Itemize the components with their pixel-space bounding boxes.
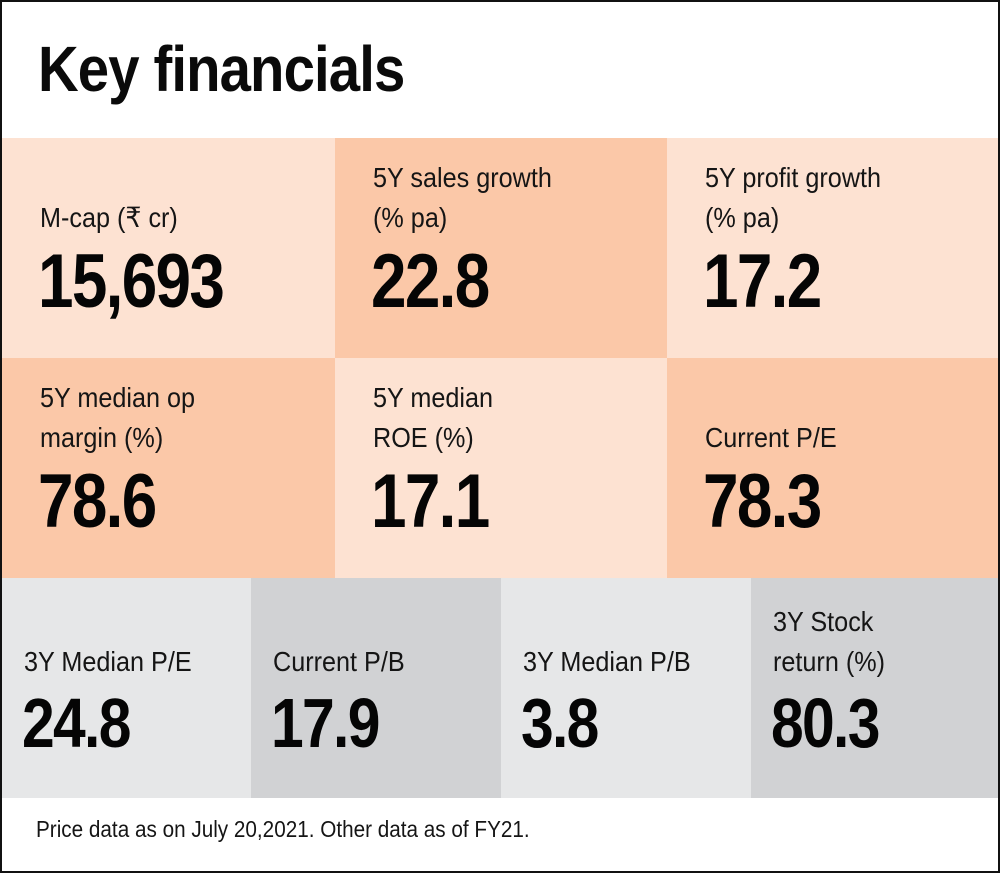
footnote: Price data as on July 20,2021. Other dat…: [36, 816, 530, 842]
metric-cell: 5Y sales growth (% pa) 22.8: [335, 138, 667, 358]
metric-label: Current P/E: [705, 422, 837, 453]
metric-cell: 3Y Median P/B 3.8: [501, 578, 751, 798]
metric-value: 24.8: [22, 684, 131, 762]
metric-cell: Current P/E 78.3: [667, 358, 998, 578]
metric-label: (% pa): [373, 202, 448, 233]
metric-label: ROE (%): [373, 422, 474, 453]
metric-value: 17.2: [703, 239, 822, 324]
metric-value: 78.6: [38, 459, 157, 544]
metric-label: Current P/B: [273, 646, 405, 677]
metric-label: 5Y median: [373, 382, 494, 413]
metric-value: 17.1: [371, 459, 490, 544]
metric-value: 15,693: [38, 239, 225, 324]
metric-label: 5Y median op: [40, 382, 196, 413]
metric-label: M-cap (₹ cr): [40, 202, 178, 233]
metric-cell: M-cap (₹ cr) 15,693: [2, 138, 335, 358]
metric-cell: 5Y median op margin (%) 78.6: [2, 358, 335, 578]
metric-cell: 5Y median ROE (%) 17.1: [335, 358, 667, 578]
metrics-row: 3Y Median P/E 24.8 Current P/B 17.9 3Y Media…: [2, 578, 998, 798]
card-title: Key financials: [38, 33, 405, 105]
metrics-row: M-cap (₹ cr) 15,693 5Y sales growth (% pa) 2…: [2, 138, 998, 358]
metric-label: 5Y sales growth: [373, 162, 552, 193]
metric-label: 5Y profit growth: [705, 162, 882, 193]
metric-label: (% pa): [705, 202, 780, 233]
metric-label: return (%): [773, 646, 886, 677]
metric-value: 17.9: [271, 684, 380, 762]
metric-value: 22.8: [371, 239, 490, 324]
metric-value: 80.3: [771, 684, 880, 762]
metrics-row: 5Y median op margin (%) 78.6 5Y median ROE (…: [2, 358, 998, 578]
metric-cell: 3Y Stock return (%) 80.3: [751, 578, 998, 798]
metric-value: 3.8: [521, 684, 599, 762]
metric-cell: 3Y Median P/E 24.8: [2, 578, 251, 798]
metric-label: 3Y Median P/E: [24, 646, 192, 677]
metric-cell: Current P/B 17.9: [251, 578, 501, 798]
metric-cell: 5Y profit growth (% pa) 17.2: [667, 138, 998, 358]
metric-label: 3Y Median P/B: [523, 646, 691, 677]
metric-value: 78.3: [703, 459, 822, 544]
metric-label: margin (%): [40, 422, 164, 453]
metric-label: 3Y Stock: [773, 606, 874, 637]
